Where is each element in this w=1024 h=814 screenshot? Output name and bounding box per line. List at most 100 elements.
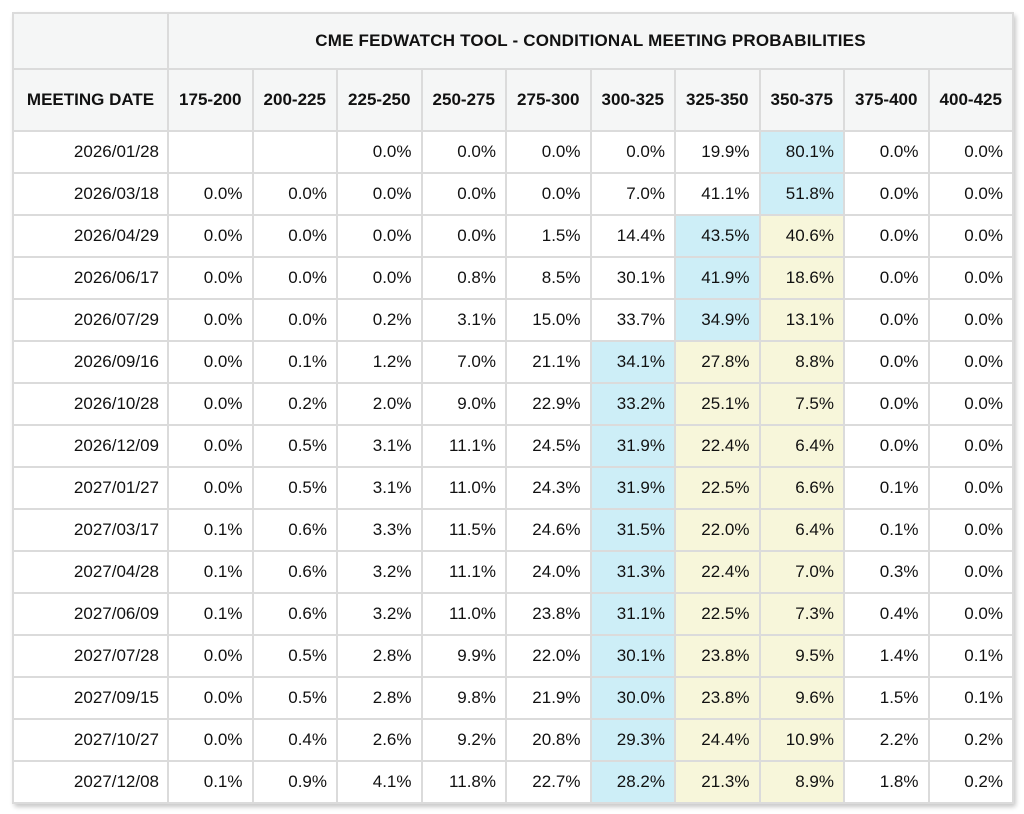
- table-row: 2027/07/28 0.0% 0.5% 2.8% 9.9% 22.0% 30.1% 23.8…: [12, 634, 1014, 678]
- prob-cell: 0.0%: [843, 340, 930, 384]
- prob-cell: 31.5%: [589, 508, 676, 552]
- prob-cell: 2.8%: [336, 676, 423, 720]
- prob-cell: 24.6%: [505, 508, 592, 552]
- prob-cell: 8.8%: [758, 340, 845, 384]
- prob-cell: 0.0%: [927, 592, 1014, 636]
- rate-range-header: 175-200: [167, 68, 254, 132]
- prob-cell: 30.1%: [589, 634, 676, 678]
- meeting-date-cell: 2027/04/28: [12, 550, 169, 594]
- prob-cell: 0.3%: [843, 550, 930, 594]
- meeting-date-cell: 2026/10/28: [12, 382, 169, 426]
- prob-cell: 1.5%: [505, 214, 592, 258]
- prob-cell: 34.9%: [674, 298, 761, 342]
- prob-cell: 9.0%: [420, 382, 507, 426]
- prob-cell: 31.9%: [589, 466, 676, 510]
- prob-cell: 0.0%: [167, 424, 254, 468]
- prob-cell: 11.0%: [420, 592, 507, 636]
- prob-cell: 8.5%: [505, 256, 592, 300]
- prob-cell: 0.0%: [167, 676, 254, 720]
- table-row: 2027/12/08 0.1% 0.9% 4.1% 11.8% 22.7% 28.2% 21.…: [12, 760, 1014, 804]
- meeting-date-header: MEETING DATE: [12, 68, 169, 132]
- prob-cell: 2.0%: [336, 382, 423, 426]
- rate-range-header: 250-275: [420, 68, 507, 132]
- prob-cell: 23.8%: [505, 592, 592, 636]
- prob-cell: 10.9%: [758, 718, 845, 762]
- prob-cell: 0.0%: [420, 130, 507, 174]
- prob-cell: 25.1%: [674, 382, 761, 426]
- prob-cell: 7.0%: [589, 172, 676, 216]
- prob-cell: 22.5%: [674, 466, 761, 510]
- prob-cell: 0.0%: [843, 382, 930, 426]
- prob-cell: 9.9%: [420, 634, 507, 678]
- prob-cell: 0.1%: [927, 634, 1014, 678]
- prob-cell: 9.8%: [420, 676, 507, 720]
- prob-cell: 1.2%: [336, 340, 423, 384]
- prob-cell: 22.0%: [674, 508, 761, 552]
- prob-cell: 0.5%: [251, 424, 338, 468]
- prob-cell: 31.9%: [589, 424, 676, 468]
- prob-cell: 0.0%: [167, 256, 254, 300]
- prob-cell: 0.1%: [167, 550, 254, 594]
- table-row: 2026/10/28 0.0% 0.2% 2.0% 9.0% 22.9% 33.2% 25.1…: [12, 382, 1014, 426]
- prob-cell: 22.4%: [674, 550, 761, 594]
- prob-cell: 0.0%: [251, 214, 338, 258]
- prob-cell: 0.0%: [167, 340, 254, 384]
- prob-cell: 0.1%: [251, 340, 338, 384]
- meeting-date-cell: 2026/09/16: [12, 340, 169, 384]
- prob-cell: 0.0%: [167, 298, 254, 342]
- prob-cell: 22.5%: [674, 592, 761, 636]
- prob-cell: 0.0%: [167, 634, 254, 678]
- prob-cell: 0.6%: [251, 592, 338, 636]
- prob-cell: 27.8%: [674, 340, 761, 384]
- prob-cell: 18.6%: [758, 256, 845, 300]
- prob-cell: 80.1%: [758, 130, 845, 174]
- prob-cell: 0.1%: [167, 592, 254, 636]
- table-row: 2027/03/17 0.1% 0.6% 3.3% 11.5% 24.6% 31.5% 22.…: [12, 508, 1014, 552]
- prob-cell: 7.3%: [758, 592, 845, 636]
- rate-range-header: 350-375: [758, 68, 845, 132]
- meeting-date-cell: 2026/03/18: [12, 172, 169, 216]
- rate-range-header: 400-425: [927, 68, 1014, 132]
- prob-cell: 41.9%: [674, 256, 761, 300]
- prob-cell: 0.0%: [167, 466, 254, 510]
- rate-range-header: 375-400: [843, 68, 930, 132]
- prob-cell: 0.0%: [251, 298, 338, 342]
- prob-cell: 11.1%: [420, 424, 507, 468]
- prob-cell: 8.9%: [758, 760, 845, 804]
- prob-cell: 0.0%: [420, 172, 507, 216]
- prob-cell: 22.7%: [505, 760, 592, 804]
- prob-cell: 0.5%: [251, 634, 338, 678]
- table-row: 2026/06/17 0.0% 0.0% 0.0% 0.8% 8.5% 30.1% 41.9%…: [12, 256, 1014, 300]
- fedwatch-probabilities-card: CME FEDWATCH TOOL - CONDITIONAL MEETING …: [12, 12, 1014, 804]
- prob-cell: 0.0%: [505, 172, 592, 216]
- prob-cell: 3.2%: [336, 592, 423, 636]
- prob-cell: 6.6%: [758, 466, 845, 510]
- prob-cell: 3.3%: [336, 508, 423, 552]
- table-row: 2026/04/29 0.0% 0.0% 0.0% 0.0% 1.5% 14.4% 43.5%…: [12, 214, 1014, 258]
- meeting-date-cell: 2027/01/27: [12, 466, 169, 510]
- prob-cell: 1.4%: [843, 634, 930, 678]
- prob-cell: 13.1%: [758, 298, 845, 342]
- prob-cell: [251, 130, 338, 174]
- prob-cell: 2.6%: [336, 718, 423, 762]
- prob-cell: 51.8%: [758, 172, 845, 216]
- prob-cell: 11.1%: [420, 550, 507, 594]
- prob-cell: 20.8%: [505, 718, 592, 762]
- rate-range-header: 225-250: [336, 68, 423, 132]
- prob-cell: 0.0%: [927, 340, 1014, 384]
- prob-cell: 0.0%: [589, 130, 676, 174]
- prob-cell: 7.0%: [758, 550, 845, 594]
- prob-cell: 0.5%: [251, 676, 338, 720]
- meeting-date-cell: 2027/07/28: [12, 634, 169, 678]
- prob-cell: 11.5%: [420, 508, 507, 552]
- prob-cell: 41.1%: [674, 172, 761, 216]
- meeting-date-cell: 2027/10/27: [12, 718, 169, 762]
- prob-cell: 0.6%: [251, 550, 338, 594]
- prob-cell: 0.0%: [927, 466, 1014, 510]
- table-row: 2027/04/28 0.1% 0.6% 3.2% 11.1% 24.0% 31.3% 22.…: [12, 550, 1014, 594]
- prob-cell: 0.4%: [843, 592, 930, 636]
- prob-cell: 0.0%: [167, 172, 254, 216]
- prob-cell: 21.1%: [505, 340, 592, 384]
- prob-cell: 0.1%: [843, 508, 930, 552]
- prob-cell: 22.9%: [505, 382, 592, 426]
